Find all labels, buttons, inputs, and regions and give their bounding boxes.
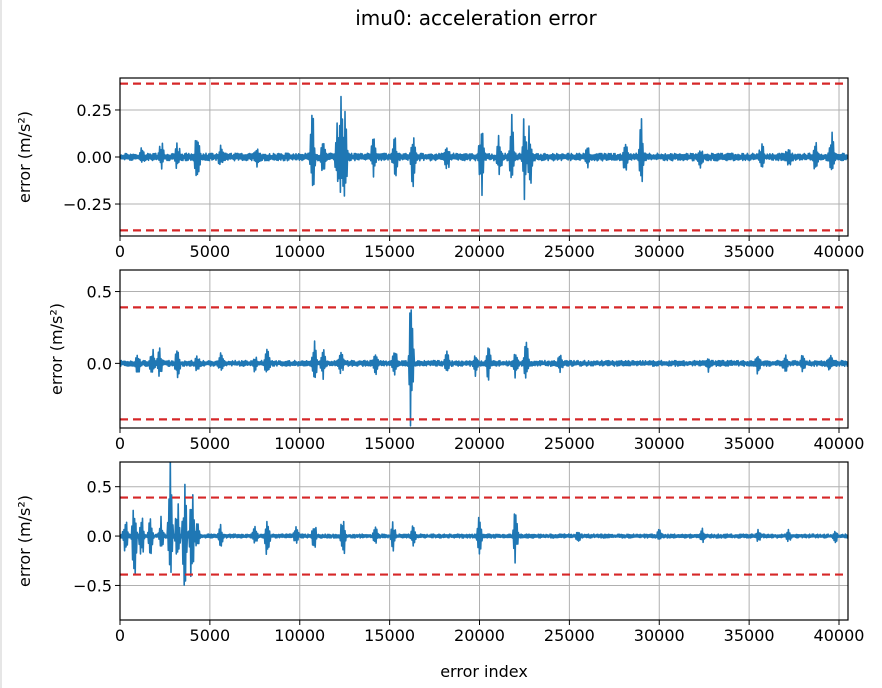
chart-title: imu0: acceleration error (355, 6, 597, 30)
x-tick-label: 35000 (724, 242, 775, 261)
x-tick-label: 40000 (814, 626, 865, 645)
x-tick-label: 35000 (724, 434, 775, 453)
x-tick-label: 25000 (544, 242, 595, 261)
x-tick-label: 40000 (814, 434, 865, 453)
x-tick-label: 20000 (454, 626, 505, 645)
series-line (120, 95, 848, 201)
x-tick-label: 10000 (274, 242, 325, 261)
grid-lines (119, 462, 848, 620)
x-tick-label: 25000 (544, 626, 595, 645)
x-tick-label: 20000 (454, 434, 505, 453)
x-tick-label: 10000 (274, 434, 325, 453)
subplot-1: 0 5000 10000 15000 20000 25000 30000 35000 40000… (15, 77, 865, 261)
y-tick-label: −0.5 (73, 576, 112, 595)
y-axis-label: error (m/s²) (15, 495, 34, 587)
series-line (120, 462, 848, 586)
x-tick-label: 30000 (634, 626, 685, 645)
x-tick-label: 30000 (634, 434, 685, 453)
y-axis-label: error (m/s²) (15, 111, 34, 203)
y-tick-label: 0.00 (76, 148, 112, 167)
y-tick-label: 0.25 (76, 101, 112, 120)
x-tick-label: 15000 (364, 434, 415, 453)
y-tick-label: 0.5 (87, 283, 112, 302)
grid-lines (119, 270, 848, 428)
x-tick-label: 5000 (190, 242, 231, 261)
x-tick-label: 5000 (190, 434, 231, 453)
x-tick-label: 15000 (364, 626, 415, 645)
x-tick-label: 40000 (814, 242, 865, 261)
y-tick-label: 0.5 (87, 478, 112, 497)
y-axis-label: error (m/s²) (47, 303, 66, 395)
x-tick-label: 35000 (724, 626, 775, 645)
x-tick-label: 5000 (190, 626, 231, 645)
subplot-3: 0 5000 10000 15000 20000 25000 30000 35000 40000… (15, 461, 865, 645)
x-tick-label: 0 (115, 434, 125, 453)
x-tick-label: 0 (115, 626, 125, 645)
subplot-2: 0 5000 10000 15000 20000 25000 30000 35000 40000… (47, 269, 865, 453)
frame-edge (0, 0, 2, 688)
x-tick-label: 0 (115, 242, 125, 261)
axes-frame (119, 461, 849, 621)
axes-frame (119, 269, 849, 429)
y-tick-label: 0.0 (87, 527, 112, 546)
y-tick-label: 0.0 (87, 354, 112, 373)
y-tick-label: −0.25 (63, 195, 112, 214)
x-tick-label: 30000 (634, 242, 685, 261)
subplots-group: 0 5000 10000 15000 20000 25000 30000 35000 40000… (15, 77, 865, 645)
x-tick-label: 15000 (364, 242, 415, 261)
x-tick-label: 10000 (274, 626, 325, 645)
x-tick-label: 20000 (454, 242, 505, 261)
series-line (120, 309, 848, 427)
x-tick-label: 25000 (544, 434, 595, 453)
x-axis-label: error index (440, 662, 528, 681)
